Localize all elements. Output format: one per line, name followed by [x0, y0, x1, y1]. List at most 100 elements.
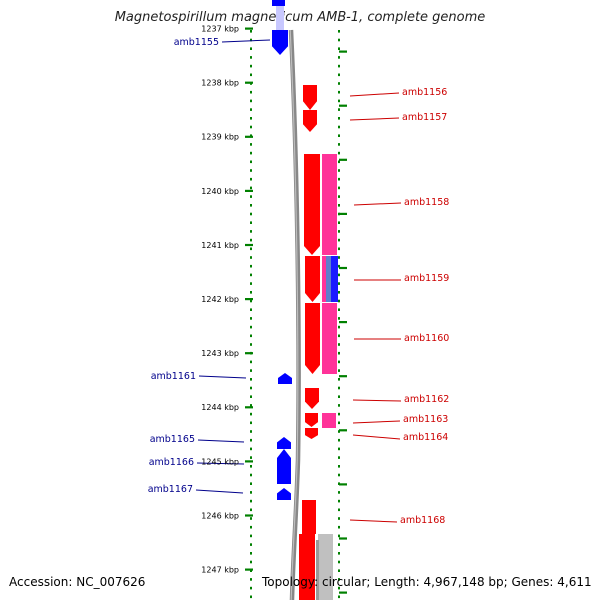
right-tick-dot — [338, 552, 340, 555]
left-tick-dot — [250, 204, 252, 207]
gene-arrow-amb1167 — [277, 488, 291, 500]
left-tick-dot — [250, 264, 252, 268]
right-tick-dot — [338, 325, 340, 329]
ruler-major-tick-right — [339, 50, 347, 53]
ruler-major-tick — [245, 568, 253, 571]
right-tick-dot — [338, 508, 340, 512]
gene-arrow-amb1160 — [305, 303, 320, 374]
left-tick-dot — [250, 343, 252, 346]
gene-label-amb1155: amb1155 — [174, 37, 219, 48]
gene-arrow-amb1159 — [305, 256, 320, 302]
left-tick-dot — [250, 73, 252, 77]
right-tick-dot — [338, 534, 340, 538]
right-tick-dot — [338, 90, 340, 94]
right-tick-dot — [338, 404, 340, 407]
gene-label-amb1160: amb1160 — [404, 333, 449, 344]
map-title: Magnetospirillum magneticum AMB-1, compl… — [114, 10, 486, 25]
left-tick-dot — [250, 317, 252, 320]
label-leader-amb1167 — [195, 489, 244, 494]
right-tick-dot — [338, 569, 340, 572]
ruler-layer: 1237 kbp 1238 kbp 1239 kbp 1240 kbp 1241 kbp… — [201, 25, 347, 594]
right-tick-dot — [338, 125, 340, 129]
right-tick-dot — [338, 99, 340, 103]
ruler-major-tick — [245, 460, 253, 463]
cds-box-amb1159-blue — [331, 256, 338, 302]
right-tick-dot — [338, 160, 340, 164]
left-tick-dot — [250, 177, 252, 181]
right-tick-dot — [338, 204, 340, 207]
left-tick-dot — [250, 299, 252, 303]
left-tick-dot — [250, 247, 252, 251]
ruler-major-tick-right — [339, 104, 347, 107]
right-tick-dot — [338, 578, 340, 581]
right-tick-dot — [338, 64, 340, 68]
gene-arrow-amb1162 — [305, 388, 319, 409]
label-layer: amb1155 amb1156 amb1157 amb1158 amb1159 amb11… — [148, 37, 450, 526]
ruler-label: 1240 kbp — [201, 187, 239, 196]
right-tick-dot — [338, 291, 340, 294]
ruler-label: 1245 kbp — [201, 457, 239, 466]
right-tick-dot — [338, 82, 340, 85]
left-tick-dot — [250, 99, 252, 103]
left-tick-dot — [250, 151, 252, 155]
gene-label-amb1157: amb1157 — [402, 112, 447, 123]
ruler-label: 1246 kbp — [201, 511, 239, 520]
left-tick-dot — [250, 143, 252, 146]
right-tick-dot — [338, 543, 340, 546]
gene-arrow-amb1168 — [302, 500, 316, 534]
left-tick-dot — [250, 169, 252, 172]
right-tick-dot — [338, 108, 340, 111]
gene-arrow-top — [272, 0, 285, 6]
gene-label-amb1156: amb1156 — [402, 87, 447, 98]
right-tick-dot — [338, 491, 340, 494]
gene-arrow-amb1166 — [277, 449, 291, 484]
ruler-major-tick-right — [339, 537, 347, 540]
ruler-major-tick-right — [339, 158, 347, 161]
accession-text: Accession: NC_007626 — [9, 575, 146, 589]
right-tick-dot — [338, 151, 340, 155]
left-tick-dot — [250, 491, 252, 494]
ruler-label: 1243 kbp — [201, 349, 239, 358]
left-tick-dot — [250, 578, 252, 581]
right-tick-dot — [338, 134, 340, 137]
left-tick-dot — [250, 64, 252, 68]
gene-label-amb1168: amb1168 — [400, 515, 445, 526]
left-tick-dot — [250, 534, 252, 538]
gene-arrow-amb1165 — [277, 437, 291, 449]
right-tick-dot — [338, 73, 340, 77]
right-tick-dot — [338, 378, 340, 381]
gene-arrow-amb1157 — [303, 110, 317, 132]
right-tick-dot — [338, 195, 340, 198]
gene-arrow-amb1158 — [304, 154, 320, 255]
label-leader-amb1163 — [352, 420, 401, 424]
left-tick-dot — [250, 221, 252, 224]
genome-summary-text: Topology: circular; Length: 4,967,148 bp… — [262, 575, 592, 589]
right-tick-dot — [338, 308, 340, 311]
ruler-major-tick — [245, 352, 253, 355]
right-tick-dot — [338, 369, 340, 372]
left-tick-dot — [250, 386, 252, 390]
left-tick-dot — [250, 552, 252, 555]
right-tick-dot — [338, 238, 340, 242]
left-tick-dot — [250, 473, 252, 477]
feature-box-gray-shade — [316, 540, 319, 600]
left-tick-dot — [250, 430, 252, 433]
cds-box-amb1159-inner — [326, 256, 332, 302]
ruler-major-tick-right — [339, 483, 347, 486]
left-tick-dot — [250, 369, 252, 372]
right-tick-dot — [338, 351, 340, 355]
gene-label-amb1166: amb1166 — [149, 457, 194, 468]
left-tick-dot — [250, 308, 252, 311]
right-tick-dot — [338, 256, 340, 259]
ruler-major-tick — [245, 406, 253, 409]
ruler-major-tick — [245, 243, 253, 247]
ruler-label: 1241 kbp — [201, 241, 239, 250]
right-tick-dot — [338, 560, 340, 564]
ruler-label: 1247 kbp — [201, 566, 239, 575]
left-tick-dot — [250, 117, 252, 120]
feature-box-gray — [318, 534, 333, 600]
right-tick-dot — [338, 360, 340, 364]
ruler-label: 1239 kbp — [201, 133, 239, 142]
left-tick-dot — [250, 517, 252, 520]
